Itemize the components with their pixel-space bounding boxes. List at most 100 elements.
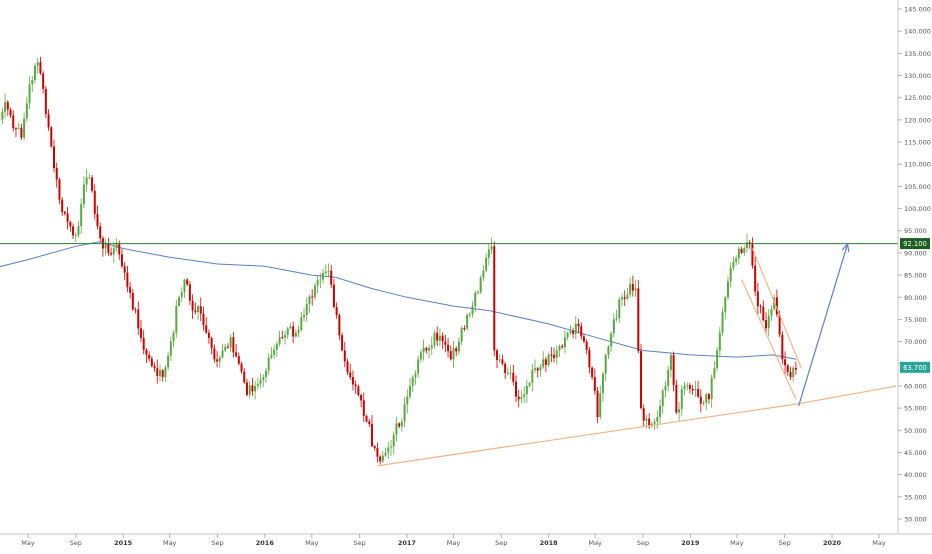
candle-body bbox=[180, 292, 183, 298]
candle-body bbox=[120, 254, 123, 267]
candle-body bbox=[517, 396, 520, 400]
candle bbox=[150, 355, 153, 368]
candle-body bbox=[656, 417, 659, 422]
candle bbox=[387, 442, 390, 460]
candle bbox=[509, 365, 512, 380]
candle-body bbox=[25, 103, 28, 119]
candle-body bbox=[240, 363, 243, 372]
candle bbox=[433, 330, 436, 350]
candle bbox=[354, 380, 357, 394]
candle bbox=[129, 281, 132, 299]
candle bbox=[574, 315, 577, 340]
candle-body bbox=[697, 389, 700, 397]
candle-body bbox=[444, 341, 447, 345]
candle bbox=[145, 348, 148, 363]
candle-body bbox=[626, 294, 629, 299]
candle-body bbox=[126, 272, 129, 288]
candle bbox=[107, 237, 110, 257]
candle-body bbox=[702, 402, 705, 404]
candle-body bbox=[523, 394, 526, 397]
x-tick-label: Sep bbox=[70, 539, 82, 547]
candle bbox=[156, 359, 159, 384]
y-tick-label: 135.000 bbox=[904, 50, 931, 58]
candle bbox=[675, 379, 678, 415]
candle bbox=[441, 332, 444, 349]
candle-body bbox=[691, 388, 694, 391]
candle-body bbox=[487, 249, 490, 258]
y-tick-label: 95.000 bbox=[904, 227, 927, 235]
candle-body bbox=[667, 370, 670, 386]
resistance-price-tag-bg bbox=[900, 238, 930, 250]
candle bbox=[4, 93, 7, 118]
candle-body bbox=[740, 248, 743, 253]
candle bbox=[656, 410, 659, 429]
candle-body bbox=[705, 394, 708, 403]
candle bbox=[580, 322, 583, 340]
candle bbox=[343, 341, 346, 368]
candle-body bbox=[77, 226, 80, 236]
candle-body bbox=[245, 382, 248, 395]
candle bbox=[686, 382, 689, 391]
candle bbox=[558, 344, 561, 358]
candle bbox=[729, 262, 732, 288]
candle bbox=[536, 366, 539, 378]
candle-body bbox=[202, 313, 205, 326]
candle-body bbox=[270, 354, 273, 358]
candle-body bbox=[447, 344, 450, 352]
candle-body bbox=[297, 330, 300, 333]
candle-body bbox=[542, 359, 545, 368]
time-axis: May Sep 2015 May Sep 2016 May Sep 2017 May Sep 2018… bbox=[0, 533, 932, 547]
y-tick-label: 55.000 bbox=[904, 405, 927, 413]
candle bbox=[425, 346, 428, 354]
candle bbox=[452, 341, 455, 369]
candle bbox=[72, 223, 75, 239]
candle-body bbox=[4, 102, 7, 112]
candle bbox=[789, 366, 792, 380]
candle-body bbox=[63, 211, 66, 214]
candle-body bbox=[42, 73, 45, 89]
candle-body bbox=[563, 337, 566, 348]
candle bbox=[123, 262, 126, 281]
candle bbox=[74, 232, 77, 243]
candle-body bbox=[648, 418, 651, 426]
candle bbox=[169, 336, 172, 361]
candle-body bbox=[93, 190, 96, 214]
candle bbox=[346, 358, 349, 376]
candle-body bbox=[169, 341, 172, 356]
candle-body bbox=[726, 281, 729, 298]
candle bbox=[555, 345, 558, 365]
candle-body bbox=[194, 310, 197, 313]
candle bbox=[577, 318, 580, 334]
candle bbox=[237, 352, 240, 366]
candle bbox=[137, 301, 140, 336]
candle-body bbox=[409, 385, 412, 397]
candle bbox=[278, 330, 281, 347]
falling-channel-lower bbox=[741, 279, 797, 400]
candle-body bbox=[379, 456, 382, 462]
candle bbox=[612, 313, 615, 338]
candle-body bbox=[153, 366, 156, 369]
candle bbox=[561, 343, 564, 350]
candle-body bbox=[69, 221, 72, 227]
candle bbox=[422, 339, 425, 361]
candle-body bbox=[210, 337, 213, 349]
candle-body bbox=[637, 288, 640, 352]
candle-body bbox=[20, 127, 23, 138]
candle bbox=[707, 393, 710, 404]
y-tick-label: 60.000 bbox=[904, 382, 927, 390]
candle bbox=[498, 354, 501, 363]
candle-body bbox=[134, 309, 137, 311]
candle bbox=[167, 352, 170, 371]
candle-body bbox=[789, 371, 792, 378]
candle-body bbox=[438, 335, 441, 341]
candle-body bbox=[267, 357, 270, 371]
candle bbox=[313, 282, 316, 301]
candle bbox=[186, 277, 189, 287]
candle bbox=[93, 184, 96, 220]
y-tick-label: 100.000 bbox=[904, 205, 931, 213]
candle-body bbox=[286, 328, 289, 335]
candle bbox=[517, 389, 520, 408]
candle bbox=[351, 370, 354, 391]
candle-body bbox=[395, 423, 398, 435]
candle bbox=[199, 297, 202, 322]
